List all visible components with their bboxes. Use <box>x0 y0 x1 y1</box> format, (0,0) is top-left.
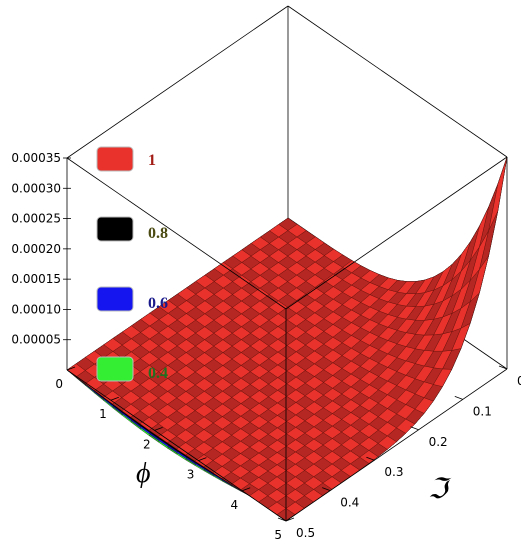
x-tick <box>242 487 251 492</box>
box-edge <box>285 156 508 310</box>
x-axis-label: ϕ <box>136 458 151 489</box>
legend-swatch <box>96 286 134 312</box>
axis-ticks: 0.00005 0.00010 0.00015 0.00020 0.00025 0.000… <box>11 151 521 542</box>
z-tick-label: 0.00020 <box>11 242 61 256</box>
z-tick-label: 0.00030 <box>11 181 61 195</box>
y-tick-label: 0.1 <box>473 404 492 418</box>
y-tick <box>498 365 508 370</box>
y-tick <box>322 487 331 491</box>
z-tick-label: 0.00010 <box>11 302 61 316</box>
x-tick <box>198 457 207 461</box>
z-tick-label: 0.00025 <box>11 212 61 226</box>
legend-swatch <box>96 146 134 172</box>
box-edge <box>66 157 287 310</box>
x-tick <box>110 396 119 401</box>
x-tick-label: 1 <box>99 407 107 421</box>
y-tick-label: 0.4 <box>340 496 359 510</box>
x-tick <box>66 366 76 371</box>
x-tick-label: 2 <box>143 437 151 451</box>
y-tick <box>366 456 375 461</box>
box-edge <box>66 369 287 522</box>
z-tick-label: 0.00015 <box>11 272 61 286</box>
y-tick-label: 0.2 <box>429 435 448 449</box>
legend-label: 0.8 <box>148 225 168 242</box>
y-tick <box>277 517 287 522</box>
bounding-box-front <box>66 156 508 522</box>
z-tick-label: 0.00005 <box>11 333 61 347</box>
box-edge <box>287 5 508 158</box>
y-tick-label: 0.3 <box>384 465 403 479</box>
surface-meshes <box>66 156 508 522</box>
legend-label: 1 <box>148 152 156 169</box>
y-axis-label: ℑ <box>428 474 452 505</box>
legend: 1 0.8 0.6 0.4 <box>96 146 168 382</box>
legend-swatch <box>96 356 134 382</box>
x-tick <box>285 517 295 522</box>
box-edge <box>66 5 289 159</box>
y-tick <box>410 426 419 431</box>
y-tick <box>454 396 463 400</box>
x-tick-label: 3 <box>187 468 195 482</box>
x-tick-label: 4 <box>231 498 239 512</box>
x-tick <box>154 427 163 431</box>
x-tick-label: 0 <box>55 377 63 391</box>
x-tick-label: 5 <box>274 528 282 542</box>
legend-label: 0.4 <box>148 365 168 382</box>
legend-label: 0.6 <box>148 295 168 312</box>
y-tick-label: 0 <box>517 374 521 388</box>
surface-cell <box>488 156 508 231</box>
y-tick-label: 0.5 <box>296 526 315 540</box>
z-tick-label: 0.00035 <box>11 151 61 165</box>
surface-series-1 <box>66 156 508 522</box>
legend-swatch <box>96 216 134 242</box>
box-edge <box>285 368 508 522</box>
